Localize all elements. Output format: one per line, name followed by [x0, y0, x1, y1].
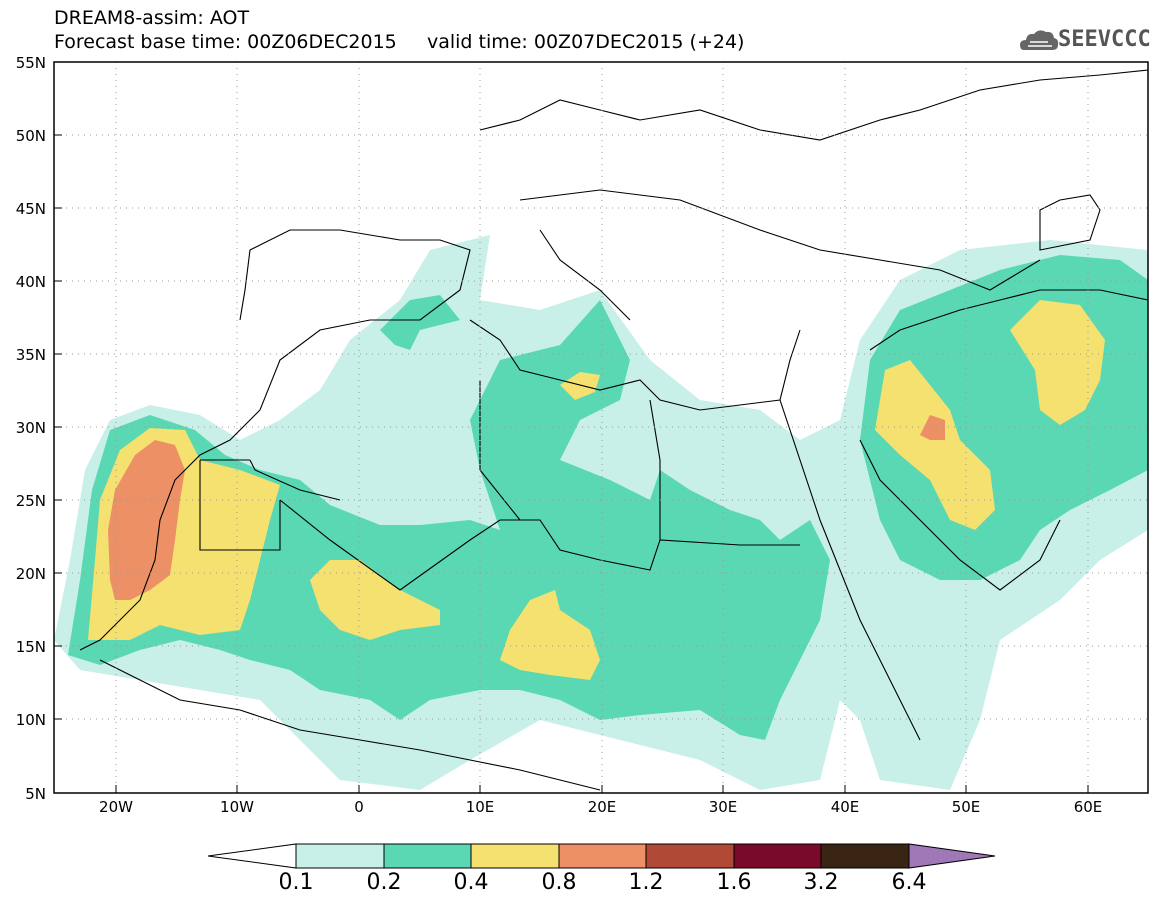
map-title: DREAM8-assim: AOT — [54, 7, 250, 29]
lat-label: 10N — [16, 711, 46, 729]
lon-label: 10E — [466, 798, 495, 816]
lat-label: 15N — [16, 638, 46, 656]
colorbar-label: 0.2 — [366, 870, 402, 895]
colorbar — [207, 843, 996, 869]
forecast-time-subtitle: Forecast base time: 00Z06DEC2015 valid t… — [54, 31, 745, 53]
colorbar-high-arrow — [908, 843, 996, 869]
lon-label: 60E — [1074, 798, 1103, 816]
lat-label: 30N — [16, 419, 46, 437]
lat-label: 45N — [16, 200, 46, 218]
lat-label: 50N — [16, 127, 46, 145]
lon-label: 50E — [952, 798, 981, 816]
lat-label: 25N — [16, 492, 46, 510]
graticule — [54, 62, 1148, 793]
lon-label: 0 — [354, 798, 364, 816]
colorbar-swatch — [383, 843, 472, 869]
colorbar-label: 0.1 — [278, 870, 314, 895]
colorbar-swatch — [645, 843, 735, 869]
colorbar-label: 1.2 — [628, 870, 664, 895]
logo-text: SEEVCCC — [1058, 27, 1151, 52]
lat-label: 5N — [25, 785, 46, 803]
colorbar-swatch — [733, 843, 822, 869]
colorbar-label: 0.8 — [541, 870, 577, 895]
colorbar-label: 1.6 — [716, 870, 752, 895]
lat-label: 40N — [16, 273, 46, 291]
colorbar-swatch — [820, 843, 910, 869]
colorbar-label: 6.4 — [891, 870, 927, 895]
lon-label: 30E — [709, 798, 738, 816]
lon-label: 40E — [831, 798, 860, 816]
colorbar-swatch — [295, 843, 385, 869]
lat-label: 20N — [16, 565, 46, 583]
colorbar-label: 0.4 — [453, 870, 489, 895]
lon-label: 20E — [588, 798, 617, 816]
colorbar-swatch — [558, 843, 647, 869]
colorbar-swatch — [470, 843, 560, 869]
lon-label: 10W — [220, 798, 254, 816]
cloud-icon — [1020, 30, 1059, 50]
aot-level-0.8 — [108, 415, 945, 600]
lon-label: 20W — [99, 798, 133, 816]
lat-label: 35N — [16, 346, 46, 364]
colorbar-label: 3.2 — [803, 870, 839, 895]
lat-label: 55N — [16, 54, 46, 72]
axis-ticks — [54, 61, 1089, 794]
colorbar-low-arrow — [207, 843, 297, 869]
